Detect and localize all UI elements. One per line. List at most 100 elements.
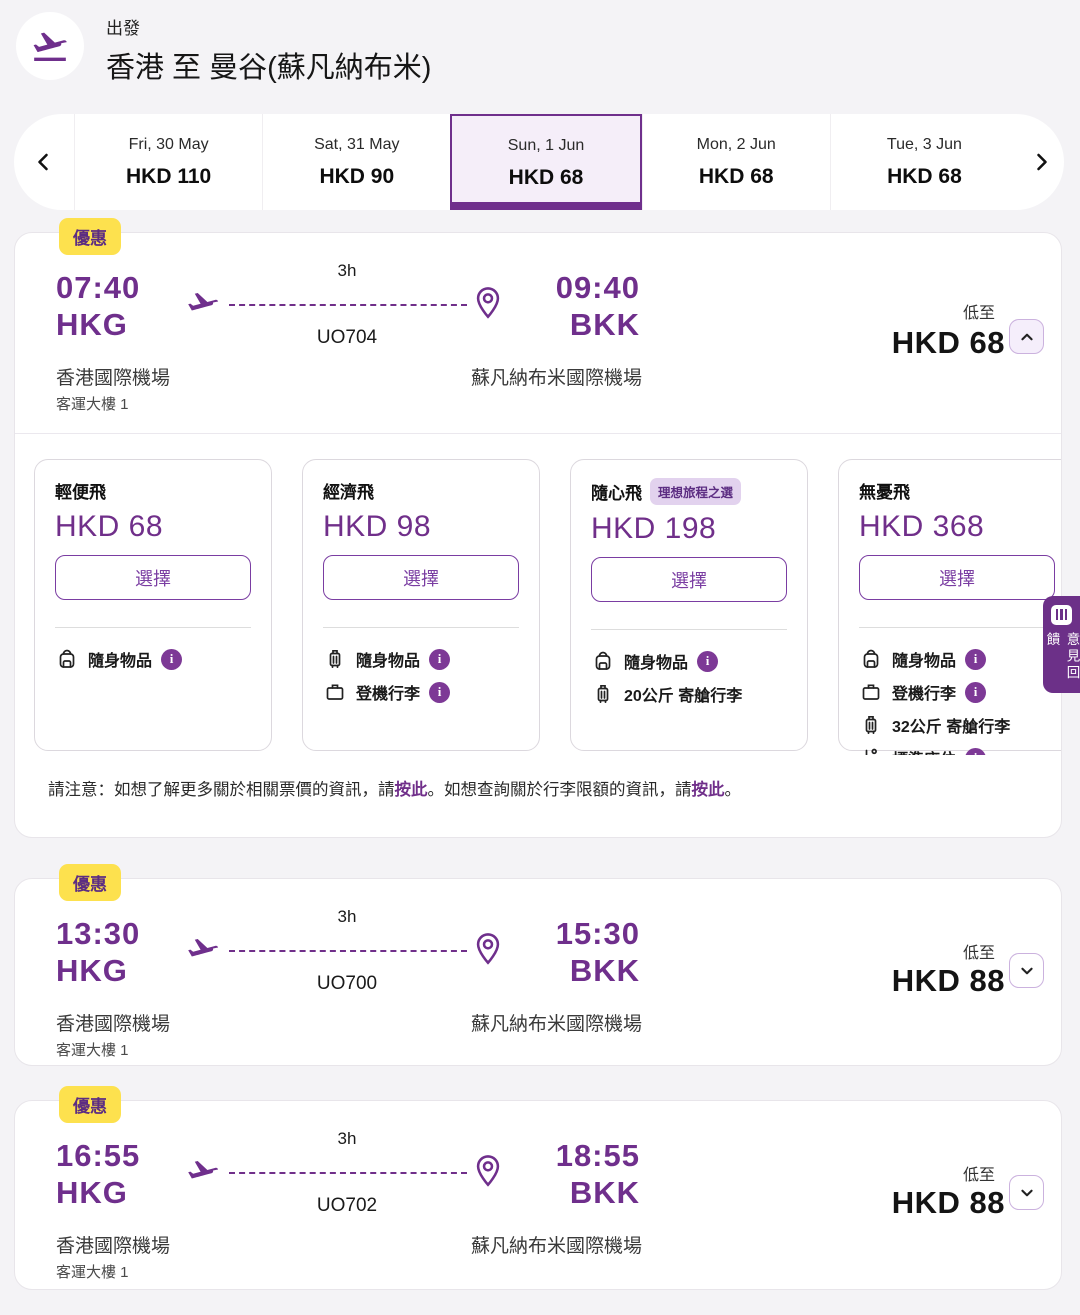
- location-pin-icon: [471, 1153, 505, 1191]
- departure-terminal: 客運大樓 1: [56, 1264, 129, 1281]
- amenity-label: 登機行李: [356, 686, 421, 703]
- select-fare-button[interactable]: 選擇: [859, 555, 1055, 600]
- fare-notice: 請注意：如想了解更多關於相關票價的資訊，請按此。如想查詢關於行李限額的資訊，請按…: [48, 781, 741, 799]
- amenity-row: 隨身物品 i: [55, 647, 251, 671]
- seat-icon: [859, 746, 883, 755]
- plane-takeoff-icon: [30, 26, 70, 66]
- arrival-time: 18:55 BKK: [555, 1138, 640, 1210]
- arrival-airport: 蘇凡納布米國際機場: [471, 1236, 643, 1257]
- tab-price: HKD 68: [887, 164, 962, 188]
- feedback-survey-icon: [1051, 605, 1072, 625]
- section-label: 出發: [106, 19, 140, 38]
- departure-avatar: [16, 12, 84, 80]
- tab-price: HKD 68: [508, 165, 584, 189]
- departure-time: 16:55 HKG: [56, 1138, 141, 1210]
- amenity-label: 隨身物品: [88, 653, 153, 670]
- fare-price: HKD 198: [591, 512, 717, 545]
- amenity-label: 登機行李: [892, 686, 957, 703]
- select-fare-button[interactable]: 選擇: [55, 555, 251, 600]
- departure-terminal: 客運大樓 1: [56, 1042, 129, 1059]
- fare-info-link[interactable]: 按此: [394, 781, 428, 799]
- route-dashed-line: [229, 304, 467, 306]
- recommended-badge: 理想旅程之選: [650, 478, 742, 505]
- flight-duration: 3h: [337, 907, 357, 926]
- amenity-label: 32公斤 寄艙行李: [892, 719, 1011, 736]
- departure-time: 07:40 HKG: [56, 270, 141, 342]
- date-tab-fri-30-may[interactable]: Fri, 30 May HKD 110: [74, 114, 262, 210]
- chevron-left-icon[interactable]: [14, 114, 74, 210]
- fare-name: 無憂飛: [859, 483, 910, 502]
- promo-badge: 優惠: [59, 864, 121, 901]
- flight-card-uo704: 優惠 07:40 HKG 3h UO704 09:40 BKK 香港國際機場 客運大…: [14, 218, 1062, 838]
- date-tab-sat-31-may[interactable]: Sat, 31 May HKD 90: [262, 114, 450, 210]
- plane-icon: [185, 1155, 221, 1191]
- flight-price: HKD 68: [891, 325, 1005, 360]
- departure-airport: 香港國際機場: [56, 1014, 171, 1035]
- amenity-label: 20公斤 寄艙行李: [624, 688, 743, 705]
- select-fare-button[interactable]: 選擇: [323, 555, 519, 600]
- fare-price: HKD 68: [55, 510, 164, 543]
- divider: [859, 627, 1055, 628]
- info-icon[interactable]: i: [429, 681, 451, 703]
- date-tab-tue-3-jun[interactable]: Tue, 3 Jun HKD 68: [829, 114, 1018, 210]
- collapse-fares-button[interactable]: [1009, 319, 1044, 354]
- departure-terminal: 客運大樓 1: [56, 396, 129, 413]
- expand-fares-button[interactable]: [1009, 1175, 1044, 1210]
- plane-icon: [185, 933, 221, 969]
- tab-price: HKD 68: [698, 164, 774, 188]
- divider: [323, 627, 519, 628]
- tab-date: Fri, 30 May: [128, 135, 209, 153]
- arrival-time: 15:30 BKK: [555, 916, 640, 988]
- amenity-row: 20公斤 寄艙行李: [591, 682, 787, 706]
- amenity-label: 標準座位: [892, 746, 956, 755]
- divider: [591, 629, 787, 630]
- tab-date: Sun, 1 Jun: [507, 136, 585, 154]
- trolley-bag-icon: [859, 713, 883, 737]
- info-icon[interactable]: i: [697, 650, 719, 672]
- amenity-label: 隨身物品: [356, 653, 421, 670]
- briefcase-icon: [859, 680, 883, 704]
- fare-name: 輕便飛: [55, 483, 106, 502]
- backpack-icon: [859, 647, 883, 671]
- route-dashed-line: [229, 950, 467, 952]
- page-title: 香港 至 曼谷(蘇凡納布米): [106, 52, 432, 84]
- date-tab-mon-2-jun[interactable]: Mon, 2 Jun HKD 68: [641, 114, 830, 210]
- feedback-tab[interactable]: 意見回饋: [1043, 596, 1080, 693]
- tab-price: HKD 110: [125, 164, 212, 188]
- info-icon[interactable]: i: [161, 648, 183, 670]
- price-from-label: 低至: [962, 945, 995, 962]
- fare-options-row: 輕便飛 HKD 68 選擇 隨身物品 i 經濟飛 HKD 98 選擇: [34, 459, 1061, 755]
- flight-price: HKD 88: [891, 963, 1005, 998]
- flight-number: UO702: [316, 1195, 378, 1216]
- flight-number: UO704: [316, 327, 378, 348]
- flight-number: UO700: [316, 973, 378, 994]
- info-icon[interactable]: i: [965, 681, 987, 703]
- arrival-airport: 蘇凡納布米國際機場: [471, 1014, 643, 1035]
- price-from-label: 低至: [962, 1167, 995, 1184]
- departure-airport: 香港國際機場: [56, 1236, 171, 1257]
- chevron-right-icon[interactable]: [1018, 114, 1064, 210]
- amenity-label: 隨身物品: [892, 653, 957, 670]
- route-dashed-line: [229, 1172, 467, 1174]
- amenity-row: 登機行李 i: [859, 680, 1055, 704]
- price-from-label: 低至: [962, 305, 995, 322]
- tab-date: Sat, 31 May: [314, 135, 400, 153]
- trolley-bag-icon: [323, 647, 347, 671]
- expand-fares-button[interactable]: [1009, 953, 1044, 988]
- flight-price: HKD 88: [891, 1185, 1005, 1220]
- arrival-time: 09:40 BKK: [555, 270, 640, 342]
- tab-price: HKD 90: [319, 164, 395, 188]
- fare-name: 隨心飛: [591, 484, 642, 503]
- info-icon[interactable]: i: [429, 648, 451, 670]
- departure-time: 13:30 HKG: [56, 916, 141, 988]
- date-tab-sun-1-jun[interactable]: Sun, 1 Jun HKD 68: [450, 114, 642, 210]
- backpack-icon: [591, 649, 615, 673]
- info-icon[interactable]: i: [965, 648, 987, 670]
- info-icon[interactable]: i: [965, 747, 987, 755]
- departure-airport: 香港國際機場: [56, 368, 171, 389]
- baggage-info-link[interactable]: 按此: [691, 781, 725, 799]
- promo-badge: 優惠: [59, 218, 121, 255]
- select-fare-button[interactable]: 選擇: [591, 557, 787, 602]
- amenity-row: 登機行李 i: [323, 680, 519, 704]
- backpack-icon: [55, 647, 79, 671]
